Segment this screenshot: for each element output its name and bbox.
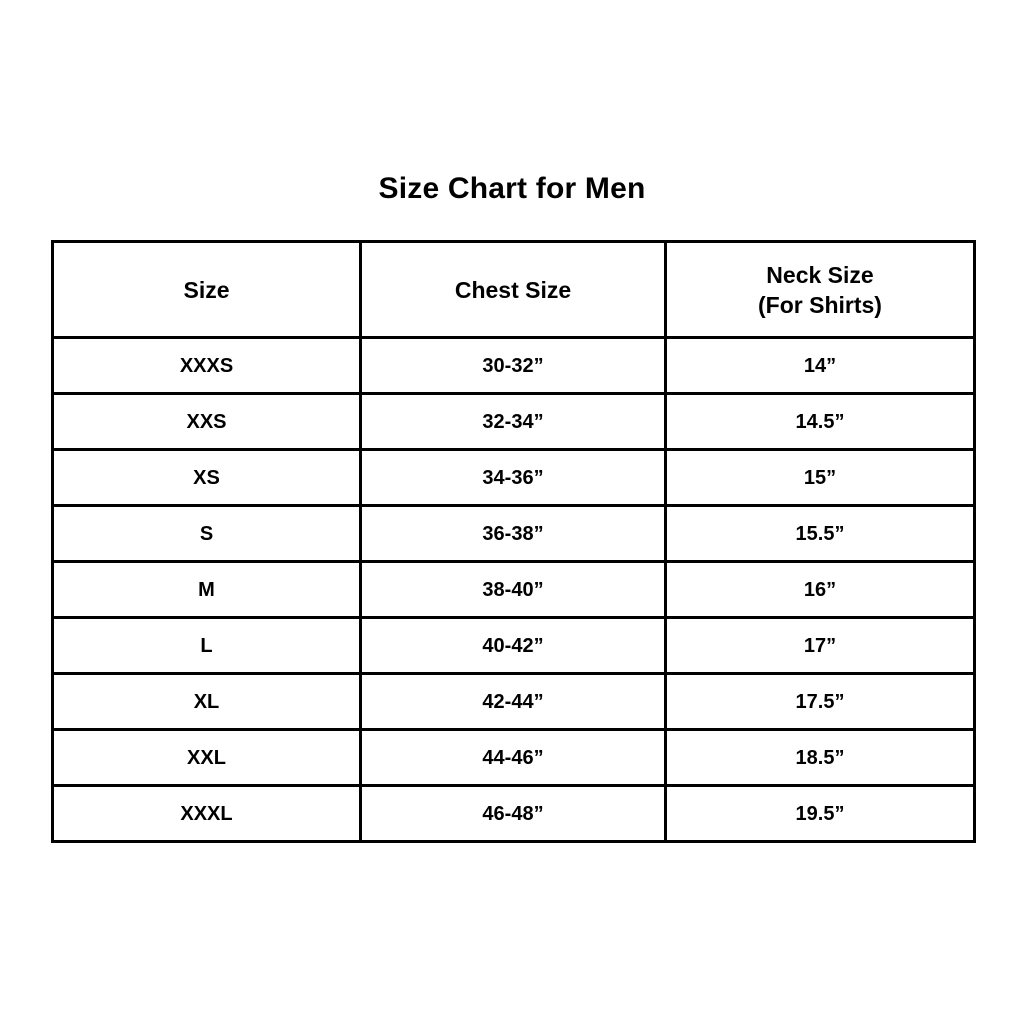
table-row: XL 42-44” 17.5”	[51, 672, 976, 731]
column-header-chest-size-label: Chest Size	[454, 276, 572, 303]
cell-chest: 30-32”	[359, 336, 667, 395]
column-header-neck-size-sublabel: (For Shirts)	[758, 291, 882, 318]
cell-size: XL	[51, 672, 362, 731]
cell-neck: 16”	[664, 560, 976, 619]
cell-size: S	[51, 504, 362, 563]
column-header-size-label: Size	[183, 276, 230, 303]
cell-neck: 14.5”	[664, 392, 976, 451]
table-row: XXXL 46-48” 19.5”	[51, 784, 976, 843]
column-header-neck-size: Neck Size (For Shirts)	[664, 240, 976, 339]
cell-chest: 40-42”	[359, 616, 667, 675]
cell-chest: 34-36”	[359, 448, 667, 507]
column-header-size: Size	[51, 240, 362, 339]
cell-chest: 32-34”	[359, 392, 667, 451]
table-row: XXXS 30-32” 14”	[51, 336, 976, 395]
cell-neck: 17”	[664, 616, 976, 675]
size-chart-table: Size Chest Size Neck Size (For Shirts) X…	[51, 240, 976, 843]
cell-neck: 17.5”	[664, 672, 976, 731]
page-title: Size Chart for Men	[378, 172, 646, 205]
table-row: L 40-42” 17”	[51, 616, 976, 675]
column-header-chest-size: Chest Size	[359, 240, 667, 339]
cell-chest: 44-46”	[359, 728, 667, 787]
cell-neck: 19.5”	[664, 784, 976, 843]
table-row: XXS 32-34” 14.5”	[51, 392, 976, 451]
table-body: XXXS 30-32” 14” XXS 32-34” 14.5” XS 34-3…	[51, 336, 976, 843]
cell-size: XS	[51, 448, 362, 507]
table-row: XS 34-36” 15”	[51, 448, 976, 507]
cell-chest: 46-48”	[359, 784, 667, 843]
table-row: M 38-40” 16”	[51, 560, 976, 619]
table-row: S 36-38” 15.5”	[51, 504, 976, 563]
cell-neck: 18.5”	[664, 728, 976, 787]
cell-neck: 15”	[664, 448, 976, 507]
cell-neck: 15.5”	[664, 504, 976, 563]
cell-size: M	[51, 560, 362, 619]
cell-size: XXXS	[51, 336, 362, 395]
table-row: XXL 44-46” 18.5”	[51, 728, 976, 787]
table-header: Size Chest Size Neck Size (For Shirts)	[51, 240, 976, 339]
cell-chest: 36-38”	[359, 504, 667, 563]
cell-size: L	[51, 616, 362, 675]
column-header-neck-size-label: Neck Size	[766, 261, 874, 288]
cell-neck: 14”	[664, 336, 976, 395]
size-table-container: Size Chest Size Neck Size (For Shirts) X…	[51, 240, 976, 843]
cell-size: XXS	[51, 392, 362, 451]
table-header-row: Size Chest Size Neck Size (For Shirts)	[51, 240, 976, 339]
cell-chest: 38-40”	[359, 560, 667, 619]
cell-chest: 42-44”	[359, 672, 667, 731]
cell-size: XXXL	[51, 784, 362, 843]
cell-size: XXL	[51, 728, 362, 787]
